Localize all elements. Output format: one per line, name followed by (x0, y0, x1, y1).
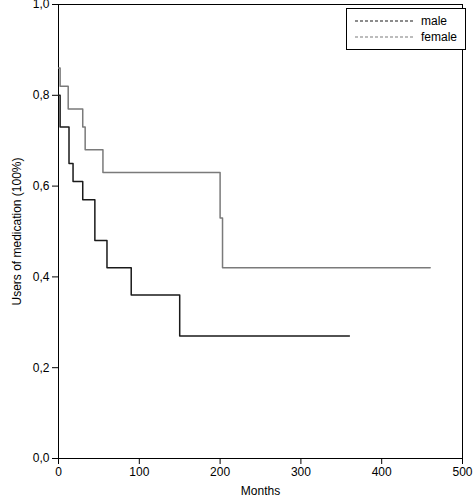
svg-text:0: 0 (55, 465, 62, 479)
svg-text:100: 100 (129, 465, 149, 479)
svg-text:500: 500 (452, 465, 472, 479)
svg-text:400: 400 (372, 465, 392, 479)
svg-text:0,2: 0,2 (33, 361, 50, 375)
svg-text:200: 200 (210, 465, 230, 479)
html-text:male: male (421, 14, 447, 28)
html-text:female: female (421, 30, 457, 44)
svg-text:300: 300 (291, 465, 311, 479)
svg-text:0,8: 0,8 (33, 88, 50, 102)
svg-text:1,0: 1,0 (33, 0, 50, 11)
svg-text:0,0: 0,0 (33, 451, 50, 465)
svg-text:0,6: 0,6 (33, 179, 50, 193)
svg-text:Months: Months (241, 484, 280, 498)
svg-text:0,4: 0,4 (33, 270, 50, 284)
svg-text:Users of medication (100%): Users of medication (100%) (10, 157, 24, 305)
